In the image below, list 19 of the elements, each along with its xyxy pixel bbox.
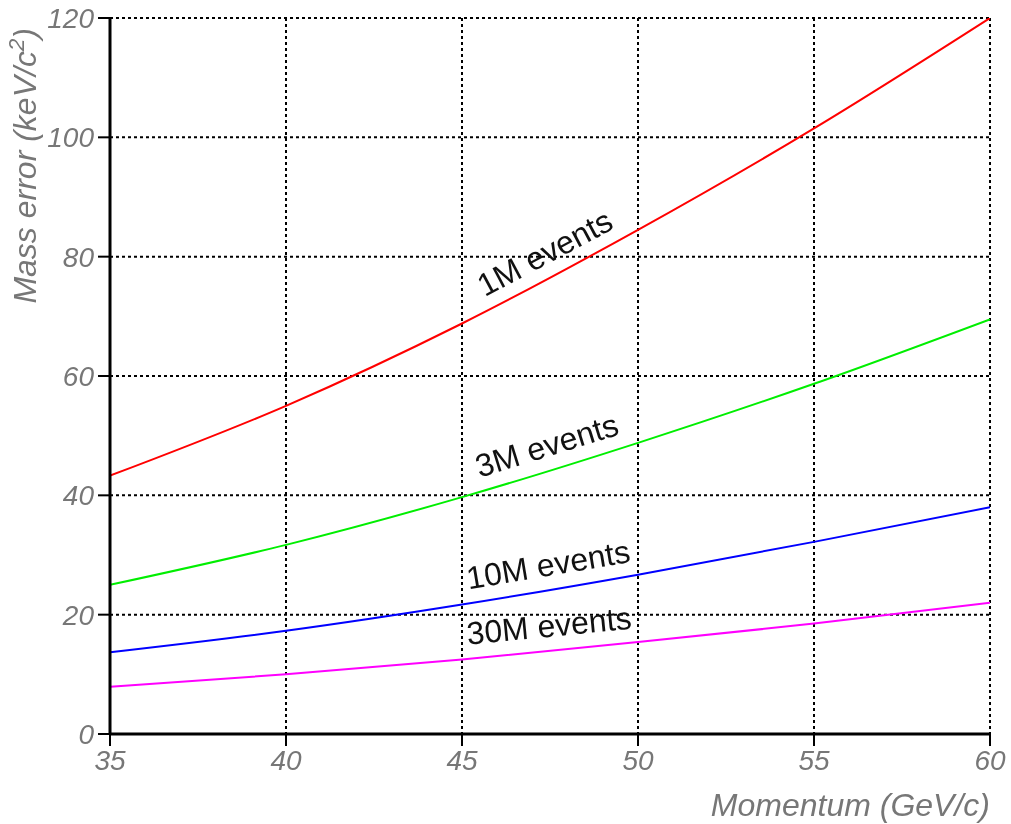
x-tick-label: 40 [270, 744, 302, 776]
x-tick-label: 60 [974, 744, 1006, 776]
y-tick-label: 40 [62, 480, 95, 512]
y-tick-label: 20 [61, 599, 95, 631]
text: 10M events [463, 533, 633, 597]
x-tick-label: 50 [622, 744, 654, 776]
text: 3M events [470, 406, 623, 485]
x-tick-label: 55 [798, 744, 830, 776]
y-tick-label: 80 [62, 241, 95, 273]
x-tick-label: 45 [446, 744, 478, 776]
text: 30M events [464, 599, 633, 652]
x-tick-label: 35 [94, 744, 126, 776]
line-series [110, 601, 990, 688]
y-tick-label: 120 [47, 2, 95, 34]
x-axis-title: Momentum (GeV/c) [710, 787, 990, 823]
y-tick-label: 60 [62, 360, 95, 392]
y-tick-label: 0 [78, 718, 95, 750]
line-series [110, 506, 990, 654]
y-tick-label: 100 [47, 122, 95, 154]
